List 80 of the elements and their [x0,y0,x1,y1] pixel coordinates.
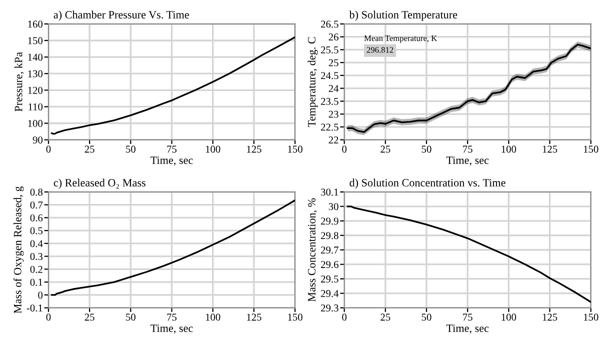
x-axis-title: Time, sec [150,156,193,166]
x-tick-label: 0 [46,146,51,153]
x-tick-label: 100 [206,314,220,321]
x-tick-label: 50 [126,146,136,153]
chart-title: d) Solution Concentration vs. Time [350,178,506,189]
x-tick-label: 150 [584,146,598,153]
x-tick-label: 75 [167,146,177,153]
x-axis-title: Time, sec [446,324,489,334]
x-tick-label: 75 [167,314,177,321]
y-tick-label: 0.1 [30,278,42,286]
x-axis-title: Time, sec [446,156,489,166]
y-tick-label: 140 [28,54,43,61]
y-tick-label: 0.2 [30,266,42,273]
x-tick-label: 100 [502,146,516,153]
x-tick-label: 25 [84,314,94,321]
y-tick-label: 23.5 [320,98,338,105]
y-tick-label: 160 [28,20,43,28]
x-tick-label: 100 [206,146,220,153]
x-tick-label: 150 [584,314,598,321]
x-tick-label: 75 [463,146,472,153]
x-tick-label: 0 [342,146,347,153]
y-tick-label: 22 [328,136,338,144]
y-tick-label: 100 [28,120,43,127]
x-tick-label: 25 [84,146,94,153]
y-tick-label: 130 [28,70,43,78]
y-tick-label: 29.3 [320,304,338,312]
chart-title: c) Released O₂ Mass [54,178,146,189]
y-tick-label: 0.5 [30,227,43,234]
chart-title: a) Chamber Pressure Vs. Time [54,10,189,21]
y-tick-label: -0.1 [26,304,42,312]
y-tick-label: 29.5 [320,276,338,283]
x-tick-label: 50 [126,314,136,321]
y-tick-label: 25 [328,59,338,66]
x-tick-label: 125 [247,314,262,321]
y-tick-label: 26.5 [320,20,338,28]
y-axis-title: Mass Concentration, % [308,198,318,302]
y-tick-label: 30.1 [321,188,338,196]
y-tick-label: 0.8 [30,188,43,196]
y-tick-label: 22.5 [320,124,338,131]
x-tick-label: 25 [380,314,390,321]
x-tick-label: 50 [422,314,432,321]
y-tick-label: 29.6 [320,261,338,268]
y-tick-label: 0.6 [30,214,43,222]
x-tick-label: 75 [463,314,472,321]
y-tick-label: 29.4 [320,290,339,298]
x-tick-label: 150 [288,146,302,153]
y-tick-label: 0.7 [30,202,43,209]
line-series [50,36,296,135]
y-tick-label: 24 [328,85,339,92]
x-tick-label: 125 [247,146,262,153]
y-tick-label: 23 [328,110,338,118]
y-tick-label: 110 [28,103,43,110]
annotation: 296.812 [366,47,394,53]
chart-title: b) Solution Temperature [349,10,458,21]
y-tick-label: 90 [32,136,43,144]
x-tick-label: 125 [542,146,558,153]
y-tick-label: 150 [28,37,43,44]
annotation: Mean Temperature, K [364,36,438,43]
y-tick-label: 0.4 [30,240,43,248]
y-tick-label: 24.5 [320,72,338,80]
y-tick-label: 120 [28,86,43,94]
y-tick-label: 29.8 [320,232,338,240]
y-tick-label: 25.5 [320,46,338,54]
x-tick-label: 50 [422,146,432,153]
x-tick-label: 100 [502,314,516,321]
x-axis-title: Time, sec [150,324,193,334]
y-tick-label: 0.3 [30,252,43,260]
x-tick-label: 0 [46,314,51,321]
y-tick-label: 29.9 [320,218,338,225]
y-tick-label: 30 [328,203,338,210]
y-axis-title: Mass of Oxygen Released, g [13,186,24,314]
y-axis-title: Pressure, kPa [14,52,24,112]
y-tick-label: 0 [38,292,43,299]
x-tick-label: 150 [288,314,302,321]
x-tick-label: 125 [542,314,558,321]
y-axis-title: Temperature, deg. C [308,37,318,127]
x-tick-label: 0 [342,314,347,321]
x-tick-label: 25 [380,146,390,153]
y-tick-label: 29.7 [320,246,338,254]
y-tick-label: 26 [328,34,338,41]
